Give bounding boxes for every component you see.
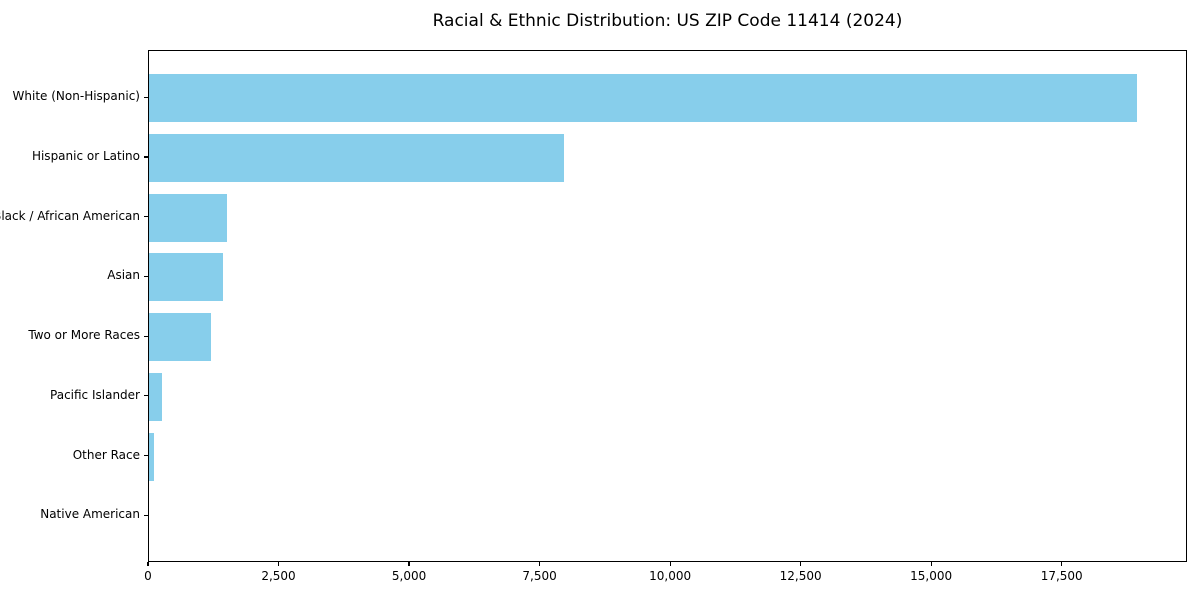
x-tick-mark: [930, 562, 932, 566]
bar: [149, 134, 564, 182]
x-tick-label: 12,500: [779, 569, 822, 583]
y-tick-mark: [144, 514, 148, 516]
x-tick-mark: [147, 562, 149, 566]
y-tick-label: Other Race: [72, 447, 140, 462]
x-tick-mark: [1061, 562, 1063, 566]
x-tick-mark: [538, 562, 541, 566]
bar: [149, 432, 155, 481]
x-tick-label: 10,000: [649, 569, 692, 583]
bar: [149, 74, 1138, 123]
y-tick-label: Asian: [107, 268, 140, 283]
x-tick-label: 15,000: [910, 569, 953, 583]
x-tick-label: 17,500: [1040, 569, 1083, 583]
chart-title: Racial & Ethnic Distribution: US ZIP Cod…: [432, 11, 903, 31]
x-tick-label: 0: [144, 569, 152, 583]
y-tick-label: Two or More Races: [28, 328, 140, 343]
x-tick-mark: [277, 562, 280, 566]
y-tick-label: Pacific Islander: [50, 387, 140, 402]
bar: [149, 193, 227, 242]
y-tick-mark: [144, 395, 148, 397]
y-tick-label: White (Non-Hispanic): [12, 89, 140, 104]
x-tick-label: 5,000: [391, 569, 427, 583]
bar: [149, 253, 224, 302]
y-tick-mark: [144, 335, 148, 337]
y-tick-mark: [144, 216, 148, 218]
y-tick-label: Hispanic or Latino: [31, 149, 140, 163]
x-tick-label: 2,500: [261, 569, 296, 583]
x-tick-mark: [408, 562, 410, 566]
plot-area: [148, 50, 1187, 562]
x-tick-label: 7,500: [522, 569, 557, 583]
y-tick-label: Black / African American: [0, 208, 140, 223]
y-tick-mark: [144, 156, 148, 158]
y-tick-label: Native American: [40, 507, 140, 522]
y-tick-mark: [144, 275, 148, 277]
y-tick-mark: [144, 454, 148, 457]
y-tick-mark: [144, 96, 148, 98]
bar: [149, 313, 211, 362]
x-tick-mark: [800, 562, 802, 566]
x-tick-mark: [669, 562, 671, 566]
bar: [149, 372, 163, 421]
